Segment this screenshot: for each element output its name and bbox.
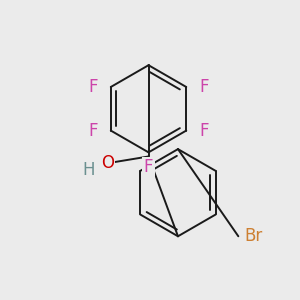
- Text: F: F: [200, 122, 209, 140]
- Text: Br: Br: [244, 227, 262, 245]
- Text: F: F: [144, 158, 153, 176]
- Text: H: H: [82, 161, 94, 179]
- Text: O: O: [101, 154, 114, 172]
- Text: F: F: [88, 122, 98, 140]
- Text: F: F: [200, 78, 209, 96]
- Text: F: F: [88, 78, 98, 96]
